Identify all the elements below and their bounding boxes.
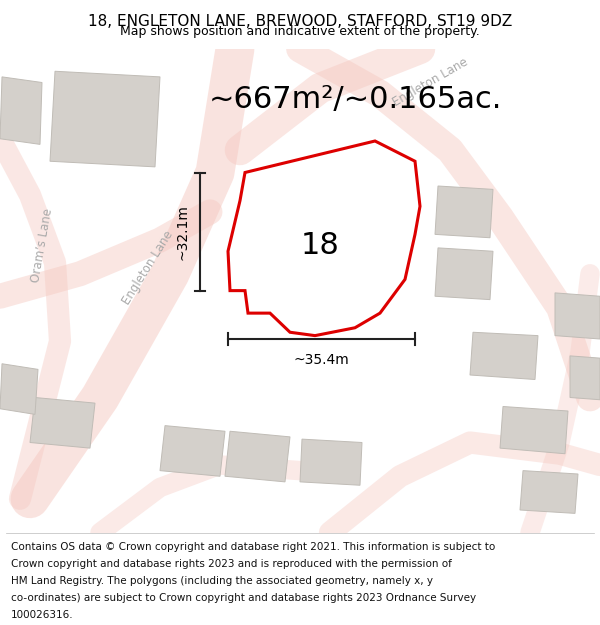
Polygon shape: [570, 356, 600, 400]
Text: Oram’s Lane: Oram’s Lane: [29, 208, 55, 284]
Text: co-ordinates) are subject to Crown copyright and database rights 2023 Ordnance S: co-ordinates) are subject to Crown copyr…: [11, 593, 476, 603]
Polygon shape: [225, 431, 290, 482]
Text: Contains OS data © Crown copyright and database right 2021. This information is : Contains OS data © Crown copyright and d…: [11, 542, 495, 552]
Polygon shape: [435, 186, 493, 238]
Polygon shape: [0, 77, 42, 144]
Text: 18: 18: [301, 231, 340, 260]
Polygon shape: [520, 471, 578, 513]
Text: Engleton Lane: Engleton Lane: [120, 229, 176, 308]
Text: ~32.1m: ~32.1m: [176, 204, 190, 259]
Polygon shape: [50, 71, 160, 167]
Text: HM Land Registry. The polygons (including the associated geometry, namely x, y: HM Land Registry. The polygons (includin…: [11, 576, 433, 586]
Polygon shape: [228, 141, 420, 336]
Text: ~667m²/~0.165ac.: ~667m²/~0.165ac.: [208, 85, 502, 114]
Text: Map shows position and indicative extent of the property.: Map shows position and indicative extent…: [120, 25, 480, 38]
Polygon shape: [30, 398, 95, 448]
Polygon shape: [500, 406, 568, 454]
Polygon shape: [0, 364, 38, 414]
Text: 100026316.: 100026316.: [11, 610, 73, 620]
Polygon shape: [300, 439, 362, 485]
Text: ~35.4m: ~35.4m: [293, 352, 349, 366]
Text: 18, ENGLETON LANE, BREWOOD, STAFFORD, ST19 9DZ: 18, ENGLETON LANE, BREWOOD, STAFFORD, ST…: [88, 14, 512, 29]
Polygon shape: [160, 426, 225, 476]
Polygon shape: [555, 293, 600, 339]
Text: Engleton Lane: Engleton Lane: [390, 56, 470, 109]
Text: Crown copyright and database rights 2023 and is reproduced with the permission o: Crown copyright and database rights 2023…: [11, 559, 452, 569]
Polygon shape: [470, 332, 538, 379]
Polygon shape: [435, 248, 493, 299]
